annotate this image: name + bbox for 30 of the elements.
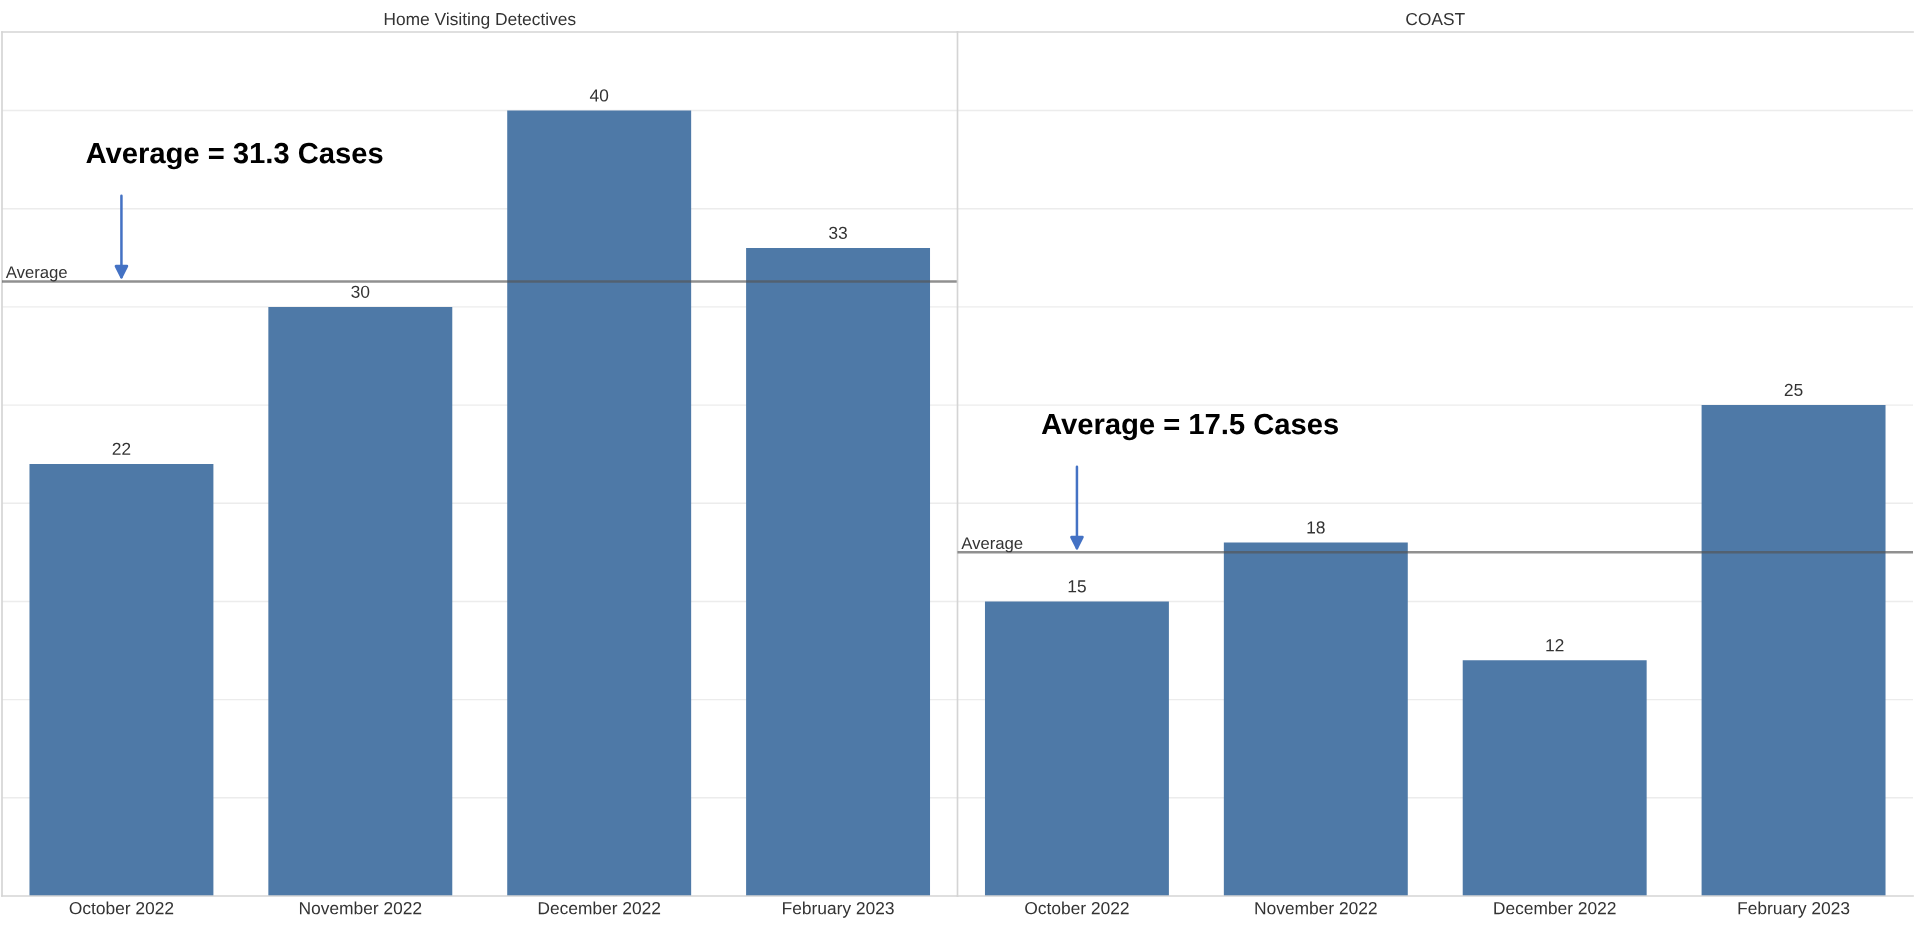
- data-label: 18: [1307, 521, 1325, 534]
- bar: [268, 306, 453, 896]
- ref-line-label: Average: [5, 266, 67, 282]
- x-tick-label: December 2022: [538, 901, 661, 915]
- bar: [746, 248, 931, 896]
- x-tick-label: February 2023: [1738, 901, 1850, 918]
- x-tick-label: November 2022: [299, 901, 422, 915]
- data-label: 25: [1784, 383, 1803, 397]
- bar: [1223, 542, 1408, 896]
- data-label: 30: [351, 285, 370, 298]
- bar: [1701, 405, 1886, 896]
- annotation: Average = 31.3 Cases: [86, 142, 383, 170]
- x-tick-label: February 2023: [783, 901, 894, 918]
- x-tick-label: December 2022: [1494, 901, 1616, 915]
- bar: [984, 601, 1169, 896]
- chart-title: Home Visiting Detectives: [384, 12, 576, 29]
- x-tick-label: October 2022: [69, 901, 174, 915]
- x-tick-label: November 2022: [1255, 901, 1377, 915]
- annotation: Average = 17.5 Cases: [1041, 413, 1338, 441]
- data-label: 33: [829, 226, 847, 240]
- bar: [29, 464, 214, 896]
- ref-line-label: Average: [961, 537, 1023, 553]
- bar: [1462, 660, 1647, 896]
- data-label: 22: [112, 442, 131, 455]
- bar: [507, 110, 692, 896]
- data-label: 40: [589, 89, 609, 102]
- data-label: 15: [1068, 580, 1086, 593]
- x-tick-label: October 2022: [1025, 901, 1129, 915]
- data-label: 12: [1546, 639, 1564, 652]
- chart-title: COAST: [1406, 12, 1465, 26]
